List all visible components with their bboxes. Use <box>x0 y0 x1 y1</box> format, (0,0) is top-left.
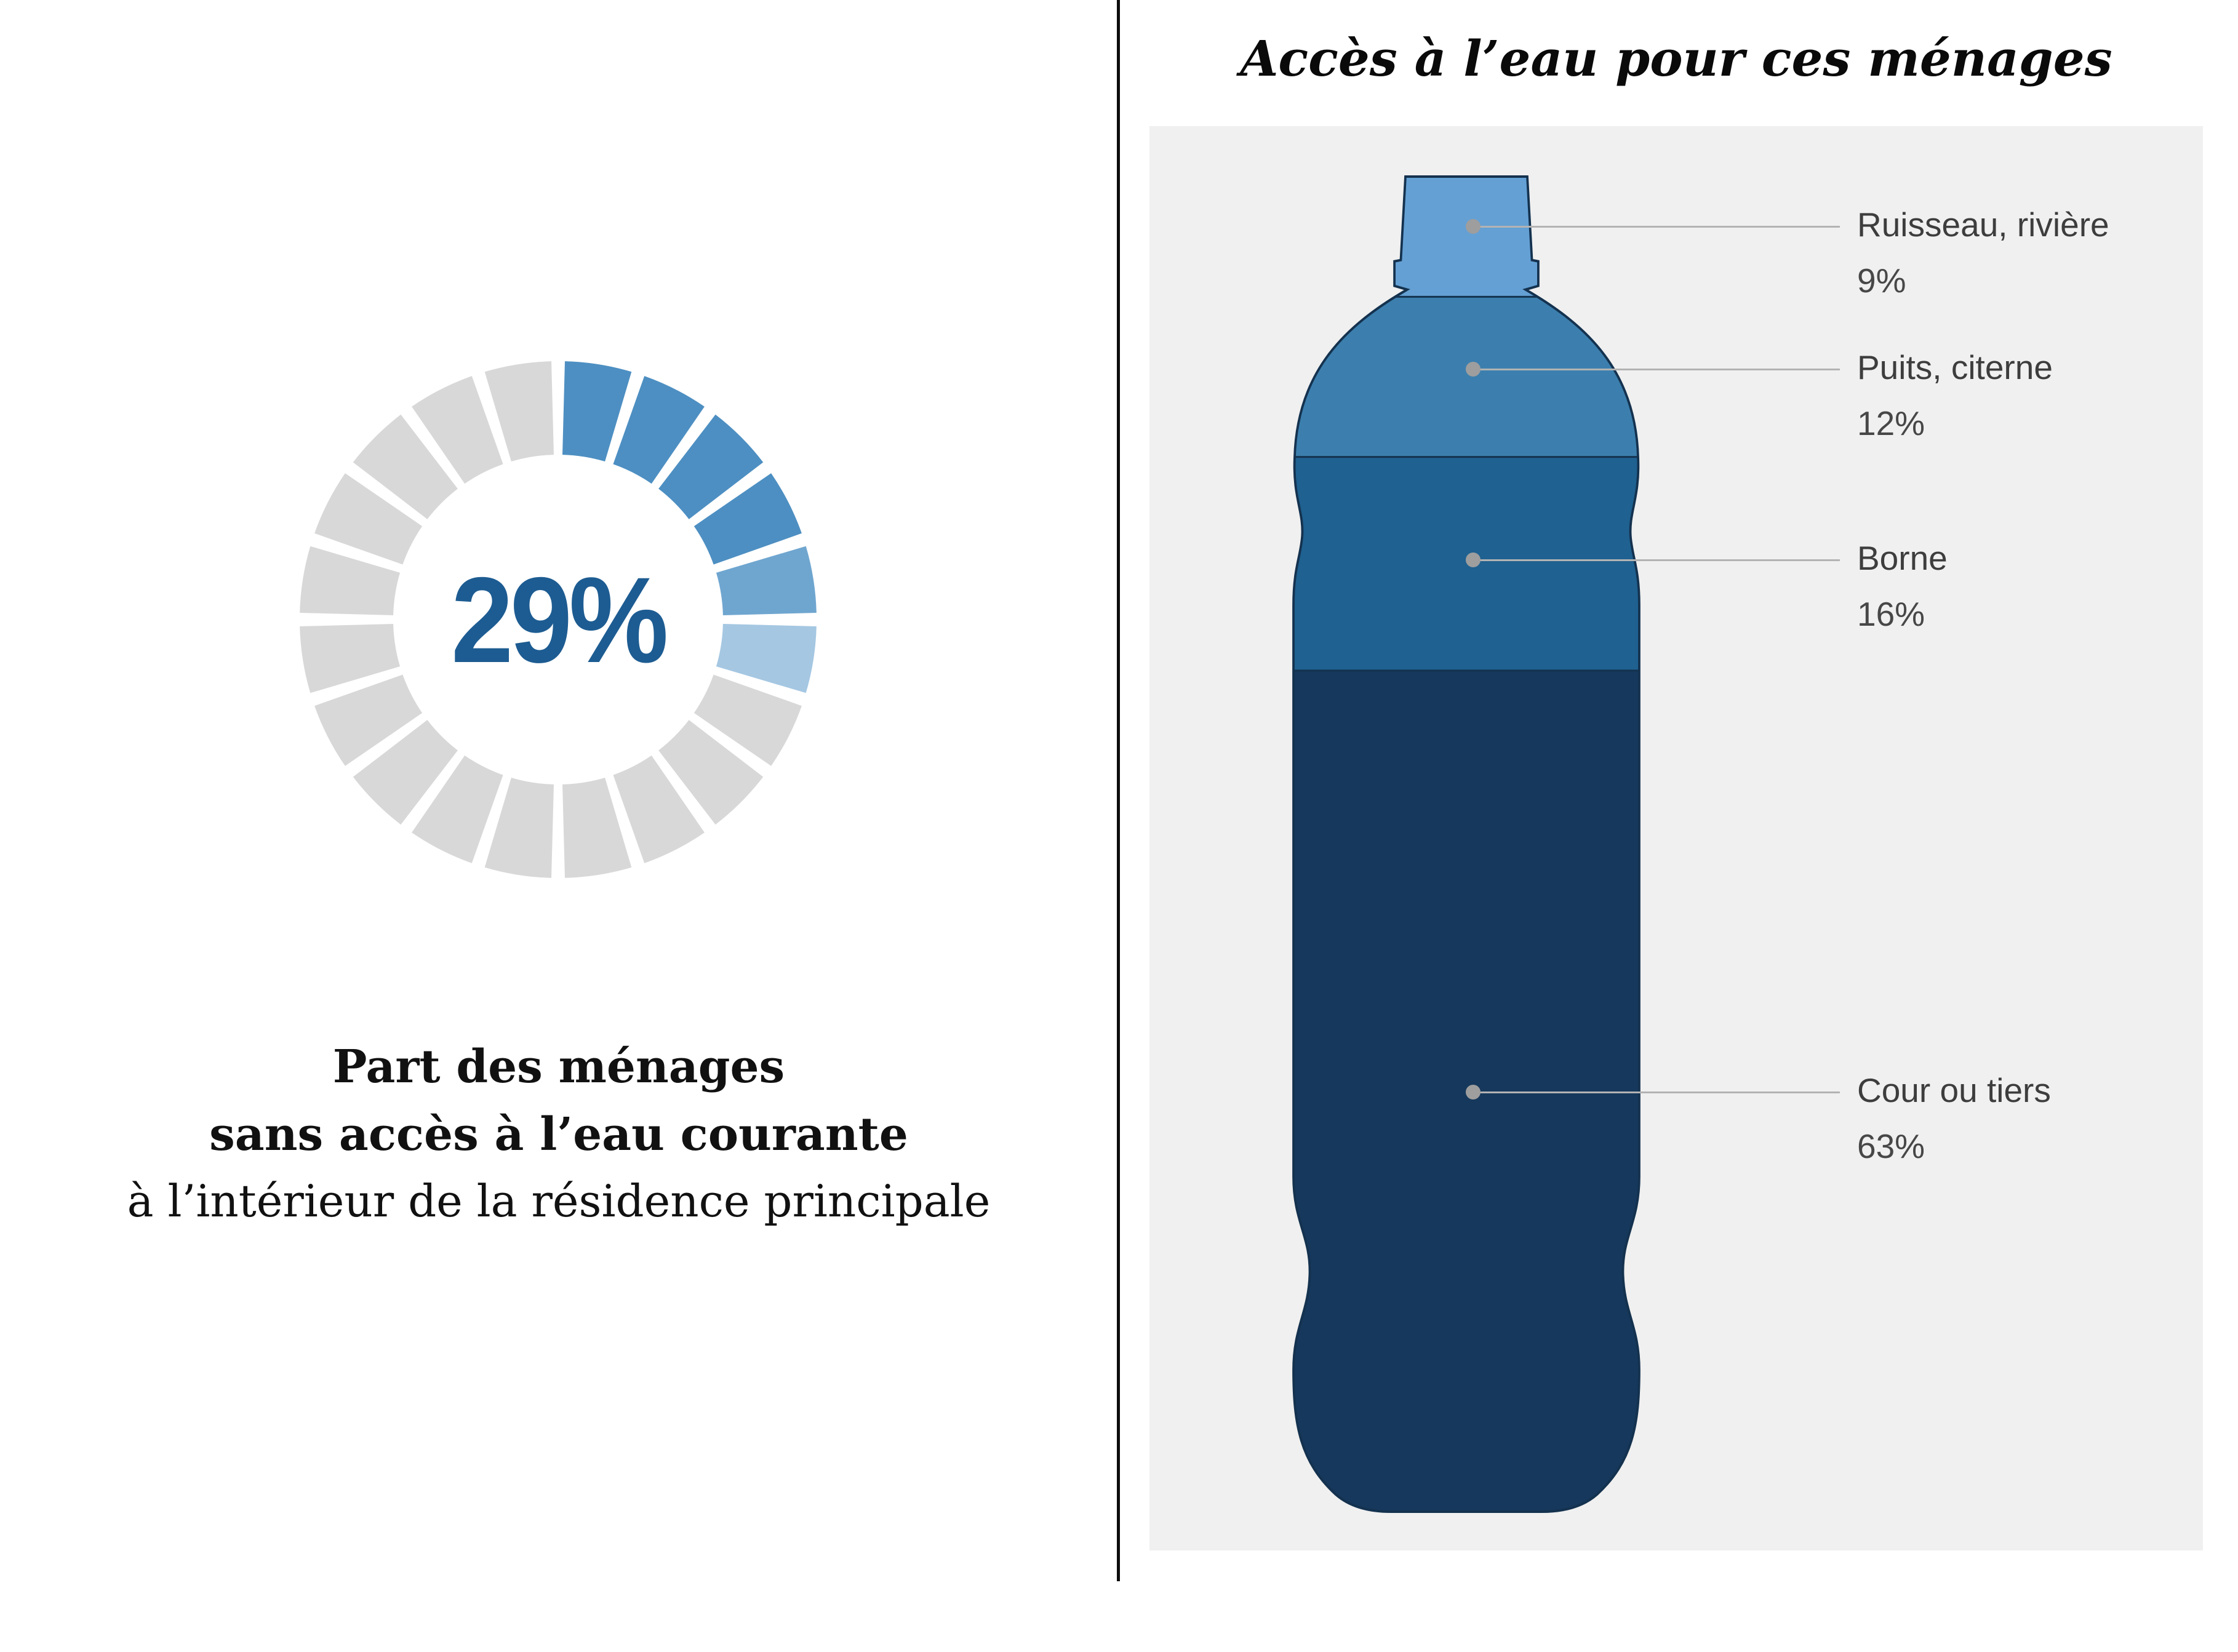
donut-segment <box>562 361 632 462</box>
caption-line-3: à l’intérieur de la résidence principale <box>127 1175 991 1227</box>
leader-line-4 <box>1473 1091 1840 1093</box>
donut-rings-svg <box>300 361 817 878</box>
bottle-band <box>1293 457 1639 672</box>
donut-segment <box>353 720 458 825</box>
donut-segment <box>613 755 705 863</box>
leader-line-1 <box>1473 226 1840 228</box>
vertical-divider <box>1117 0 1120 1581</box>
bottle-fill-bands <box>1293 176 1639 1512</box>
bottle-band <box>1293 176 1639 298</box>
donut-segment <box>300 546 401 615</box>
donut-segment <box>693 674 802 766</box>
donut-segment <box>314 674 423 766</box>
donut-segment <box>658 414 764 519</box>
caption-line-2: sans accès à l’eau courante <box>209 1107 908 1161</box>
donut-segment <box>353 414 458 519</box>
bottle-chart-title: Accès à l’eau pour ces ménages <box>1240 30 2112 87</box>
caption-line-1: Part des ménages <box>332 1040 785 1093</box>
label-name: Puits, citerne <box>1857 348 2053 386</box>
donut-segment <box>562 777 632 878</box>
donut-segment <box>412 376 503 484</box>
donut-chart: 29% <box>287 349 829 890</box>
donut-segment <box>314 473 423 565</box>
donut-segment <box>412 755 503 863</box>
marker-dot-1 <box>1466 219 1481 234</box>
donut-segment <box>613 376 705 484</box>
bottle-label-yard: Cour ou tiers 63% <box>1857 1074 2189 1163</box>
donut-segment <box>484 361 554 462</box>
marker-dot-4 <box>1466 1085 1481 1099</box>
donut-segments <box>300 361 817 878</box>
bottle-label-stream: Ruisseau, rivière 9% <box>1857 208 2189 298</box>
label-value: 12% <box>1857 404 1925 442</box>
bottle-outline <box>1292 175 1641 1514</box>
label-name: Ruisseau, rivière <box>1857 206 2109 244</box>
bottle-chart-panel: Ruisseau, rivière 9% Puits, citerne 12% … <box>1149 126 2203 1550</box>
marker-dot-3 <box>1466 553 1481 567</box>
donut-segment <box>693 473 802 565</box>
label-name: Cour ou tiers <box>1857 1071 2051 1109</box>
donut-caption: Part des ménages sans accès à l’eau cour… <box>36 1034 1082 1234</box>
label-value: 9% <box>1857 261 1906 300</box>
donut-percent-value: 29% <box>450 551 669 688</box>
leader-line-2 <box>1473 369 1840 370</box>
leader-line-3 <box>1473 559 1840 561</box>
bottle-label-standpipe: Borne 16% <box>1857 541 2189 631</box>
label-name: Borne <box>1857 539 1948 577</box>
donut-segment <box>716 624 817 693</box>
label-value: 63% <box>1857 1127 1925 1165</box>
donut-segment <box>658 720 764 825</box>
donut-segment <box>484 777 554 878</box>
bottle-band <box>1293 297 1639 458</box>
marker-dot-2 <box>1466 362 1481 377</box>
donut-segment <box>300 624 401 693</box>
bottle-label-well: Puits, citerne 12% <box>1857 351 2189 441</box>
donut-segment <box>716 546 817 615</box>
label-value: 16% <box>1857 595 1925 633</box>
